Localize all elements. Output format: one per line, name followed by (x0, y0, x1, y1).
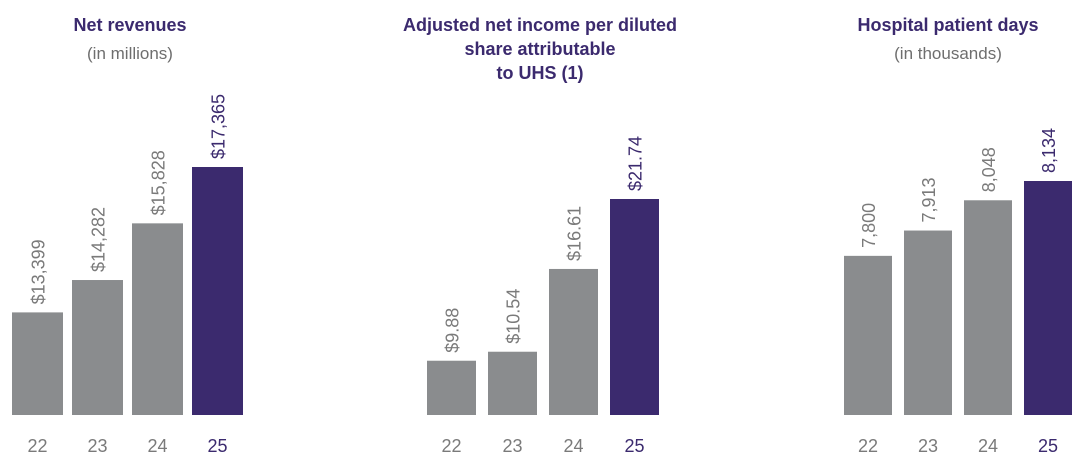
value-label-24: $15,828 (149, 150, 169, 215)
chart-title: Net revenues (73, 15, 187, 35)
bar-25 (610, 199, 659, 415)
category-label-25: 25 (624, 436, 644, 456)
bar-22 (12, 312, 63, 415)
value-label-23: 7,913 (919, 177, 939, 222)
category-label-24: 24 (978, 436, 998, 456)
category-label-22: 22 (27, 436, 47, 456)
category-label-23: 23 (918, 436, 938, 456)
category-label-25: 25 (207, 436, 227, 456)
adjusted-eps-panel: Adjusted net income per diluted share at… (390, 0, 690, 460)
value-label-25: $21.74 (626, 136, 646, 191)
chart-subtitle: (in millions) (87, 44, 173, 63)
patient-days-chart: 7,800 22 7,913 23 8,048 24 8,134 25 (844, 128, 1072, 456)
chart-title-line-1: Adjusted net income per diluted (402, 15, 678, 35)
bar-23 (488, 351, 537, 415)
chart-title-line-3: to UHS (1) (496, 63, 584, 83)
category-label-23: 23 (502, 436, 522, 456)
chart-title-line-2: share attributable (464, 39, 616, 59)
bar-23 (904, 230, 952, 415)
value-label-22: 7,800 (859, 203, 879, 248)
value-label-24: 8,048 (979, 147, 999, 192)
bar-25 (192, 167, 243, 415)
value-label-22: $9.88 (443, 308, 463, 353)
bar-24 (132, 223, 183, 415)
value-label-22: $13,399 (29, 239, 49, 304)
value-label-23: $14,282 (89, 207, 109, 272)
value-label-23: $10.54 (504, 289, 524, 344)
category-label-24: 24 (147, 436, 167, 456)
net-revenues-panel: Net revenues (in millions) $13,399 22 $14,… (0, 0, 260, 460)
value-label-25: 8,134 (1039, 128, 1059, 173)
bar-23 (72, 280, 123, 415)
bar-24 (964, 200, 1012, 415)
category-label-25: 25 (1038, 436, 1058, 456)
net-revenues-chart: $13,399 22 $14,282 23 $15,828 24 $17,365 25 (12, 94, 243, 456)
bar-22 (427, 360, 476, 415)
category-label-22: 22 (858, 436, 878, 456)
bar-24 (549, 268, 598, 415)
category-label-24: 24 (563, 436, 583, 456)
patient-days-panel: Hospital patient days (in thousands) 7,8… (823, 0, 1073, 460)
value-label-24: $16.61 (565, 206, 585, 261)
value-label-25: $17,365 (209, 94, 229, 159)
bar-25 (1024, 181, 1072, 415)
category-label-22: 22 (441, 436, 461, 456)
chart-subtitle: (in thousands) (894, 44, 1002, 63)
adjusted-eps-chart: $9.88 22 $10.54 23 $16.61 24 $21.74 25 (427, 136, 659, 456)
category-label-23: 23 (87, 436, 107, 456)
bar-22 (844, 255, 892, 415)
chart-title: Hospital patient days (857, 15, 1039, 35)
